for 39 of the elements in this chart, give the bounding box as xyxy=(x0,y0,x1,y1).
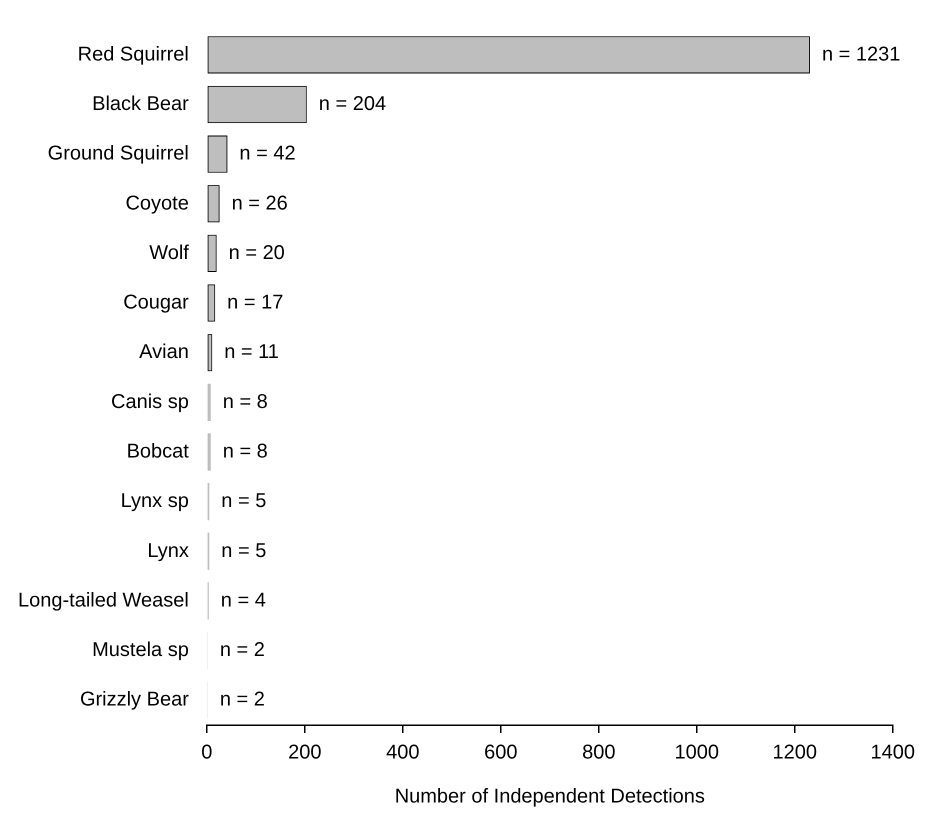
data-label: n = 1231 xyxy=(822,43,900,66)
y-tick-label: Ground Squirrel xyxy=(48,142,189,165)
y-tick-label: Lynx xyxy=(147,540,189,562)
data-label: n = 26 xyxy=(232,192,288,214)
bar xyxy=(208,433,211,471)
x-tick-label: 1000 xyxy=(674,742,720,764)
y-tick-label: Lynx sp xyxy=(120,490,189,512)
y-tick-label: Long-tailed Weasel xyxy=(18,589,189,612)
y-tick-label: Grizzly Bear xyxy=(80,688,190,711)
data-label: n = 17 xyxy=(227,292,284,314)
x-tick-label: 1400 xyxy=(870,742,916,764)
bar xyxy=(208,384,211,421)
data-label: n = 42 xyxy=(239,142,296,165)
y-tick-label: Coyote xyxy=(125,192,189,214)
y-tick-label: Black Bear xyxy=(92,92,190,115)
y-tick-label: Avian xyxy=(139,341,189,364)
y-tick-label: Red Squirrel xyxy=(78,43,189,66)
y-tick-label: Bobcat xyxy=(126,440,190,462)
data-label: n = 8 xyxy=(222,440,268,462)
x-tick-label: 1200 xyxy=(772,742,818,764)
data-label: n = 8 xyxy=(222,390,268,413)
x-tick-label: 400 xyxy=(386,742,420,764)
y-tick-label: Mustela sp xyxy=(92,639,189,662)
x-axis-title: Number of Independent Detections xyxy=(394,786,705,808)
x-tick-label: 600 xyxy=(484,742,518,764)
y-tick-label: Canis sp xyxy=(111,390,189,413)
data-label: n = 20 xyxy=(228,242,285,264)
y-tick-label: Wolf xyxy=(149,242,190,264)
x-tick-label: 200 xyxy=(288,742,322,764)
x-tick-label: 800 xyxy=(582,742,616,764)
data-label: n = 5 xyxy=(221,540,266,562)
data-label: n = 204 xyxy=(318,92,386,115)
data-label: n = 2 xyxy=(220,688,265,711)
data-label: n = 11 xyxy=(224,341,279,364)
data-label: n = 4 xyxy=(220,589,266,612)
x-tick-label: 0 xyxy=(201,742,212,764)
data-label: n = 2 xyxy=(220,639,265,662)
data-label: n = 5 xyxy=(221,490,266,512)
y-tick-label: Cougar xyxy=(123,292,190,314)
